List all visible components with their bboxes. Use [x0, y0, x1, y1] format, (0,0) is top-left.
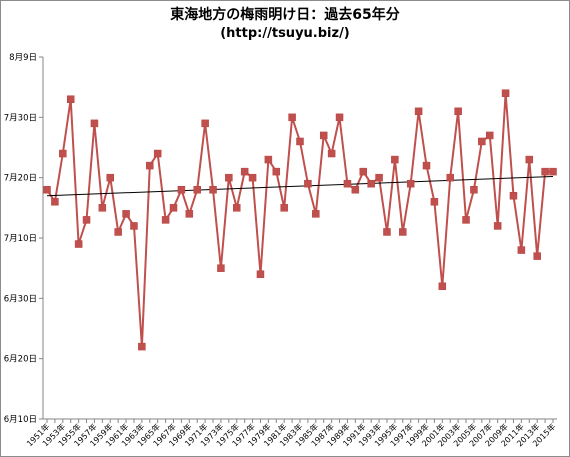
data-point	[375, 173, 383, 182]
data-point	[406, 179, 415, 188]
y-tick-label: 7月10日	[4, 234, 37, 244]
data-point	[533, 252, 541, 260]
data-point	[549, 167, 557, 176]
y-tick-label: 8月9日	[9, 53, 37, 63]
data-point	[114, 228, 122, 236]
data-point	[280, 204, 288, 212]
data-point	[138, 342, 146, 351]
data-point	[177, 185, 186, 194]
trend-line	[46, 175, 554, 197]
data-point	[343, 179, 352, 188]
data-point	[462, 216, 470, 224]
data-point	[90, 119, 99, 128]
data-point	[66, 95, 75, 103]
data-point	[51, 198, 59, 206]
data-point	[130, 222, 138, 230]
data-point	[351, 185, 360, 194]
data-point	[414, 107, 423, 116]
data-point	[525, 155, 534, 164]
data-point	[446, 173, 454, 182]
data-point	[98, 204, 107, 212]
data-point	[233, 204, 241, 212]
data-point	[225, 173, 233, 182]
data-point	[304, 179, 312, 188]
chart-title: 東海地方の梅雨明け日：過去65年分	[170, 7, 400, 23]
data-point	[383, 228, 391, 236]
data-point	[319, 131, 328, 140]
data-point	[493, 222, 502, 230]
data-point	[185, 210, 194, 218]
data-point	[264, 155, 273, 164]
data-point	[359, 167, 367, 176]
data-point	[240, 167, 249, 176]
data-point	[146, 161, 154, 170]
data-point	[312, 210, 320, 218]
y-tick-label: 6月30日	[4, 294, 37, 304]
series-line	[46, 92, 553, 348]
data-point	[193, 185, 201, 194]
data-point	[541, 167, 549, 176]
data-point	[470, 185, 478, 194]
data-point	[517, 246, 526, 254]
data-point	[422, 161, 431, 170]
data-point	[201, 119, 209, 128]
data-point	[74, 240, 83, 248]
data-point	[430, 198, 439, 206]
data-point	[486, 131, 494, 140]
data-point	[256, 270, 265, 278]
data-point	[454, 107, 462, 116]
data-point	[327, 149, 336, 158]
data-point	[335, 113, 344, 122]
data-point	[296, 137, 304, 146]
data-point	[209, 185, 217, 194]
data-point	[399, 228, 407, 236]
data-point	[509, 192, 518, 200]
data-point	[367, 179, 375, 188]
data-point	[82, 216, 91, 224]
data-point	[391, 155, 399, 164]
data-point	[501, 89, 510, 97]
data-point	[438, 282, 447, 291]
data-point	[478, 137, 486, 146]
y-tick-label: 6月10日	[4, 415, 37, 425]
y-tick-label: 7月20日	[4, 174, 37, 184]
data-point	[122, 210, 130, 218]
data-point	[161, 216, 170, 224]
data-point	[59, 149, 67, 158]
chart-title-block: 東海地方の梅雨明け日：過去65年分 (http://tsuyu.biz/)	[0, 6, 570, 42]
data-point	[217, 264, 225, 272]
data-point	[272, 167, 281, 176]
data-point	[106, 173, 114, 182]
y-tick-label: 6月20日	[4, 355, 37, 365]
chart-subtitle: (http://tsuyu.biz/)	[220, 26, 350, 41]
data-point	[153, 149, 162, 158]
data-point	[43, 185, 51, 194]
y-tick-label: 7月30日	[4, 113, 37, 123]
data-point	[248, 173, 257, 182]
data-point	[288, 113, 296, 122]
data-point	[169, 204, 178, 212]
